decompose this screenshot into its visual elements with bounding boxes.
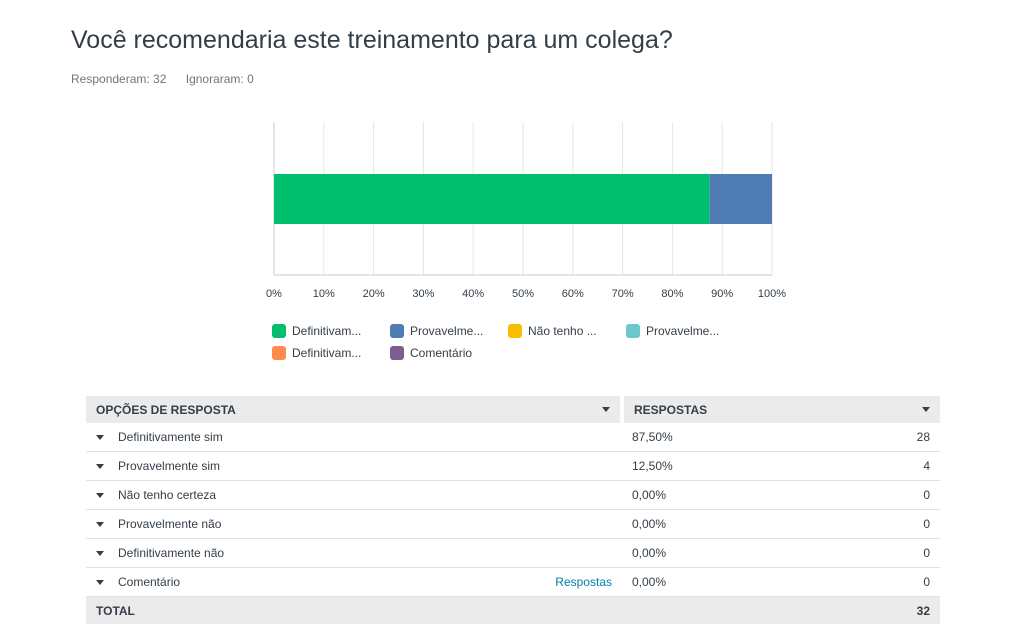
legend-item[interactable]: Definitivam... [272, 324, 390, 338]
x-tick-label: 50% [512, 288, 534, 300]
x-tick-label: 30% [412, 288, 434, 300]
option-cell: Comentário Respostas [86, 567, 622, 597]
responses-link[interactable]: Respostas [555, 575, 612, 589]
response-count: 28 [916, 430, 930, 444]
response-percent: 0,00% [632, 546, 667, 560]
option-label: Provavelmente sim [118, 459, 221, 473]
legend-swatch [508, 324, 522, 338]
bar-segment [274, 174, 710, 224]
option-cell: Definitivamente não [86, 538, 622, 568]
answered-count: Responderam: 32 [71, 72, 167, 86]
legend-item[interactable]: Provavelme... [390, 324, 508, 338]
response-cell: 0,00% 0 [622, 538, 940, 568]
table-row: Provavelmente não 0,00% 0 [86, 509, 940, 539]
total-count: 32 [916, 603, 930, 618]
response-cell: 0,00% 0 [622, 480, 940, 510]
x-tick-label: 40% [462, 288, 484, 300]
question-title: Você recomendaria este treinamento para … [71, 26, 673, 54]
total-label-cell: TOTAL [86, 596, 622, 624]
legend-item[interactable]: Não tenho ... [508, 324, 626, 338]
legend-label: Provavelme... [410, 324, 484, 338]
x-tick-label: 100% [758, 288, 786, 300]
x-tick-label: 10% [313, 288, 335, 300]
table-row: Provavelmente sim 12,50% 4 [86, 451, 940, 481]
response-cell: 12,50% 4 [622, 451, 940, 481]
response-count: 0 [923, 488, 930, 502]
legend-label: Provavelme... [646, 324, 720, 338]
legend-label: Definitivam... [292, 346, 362, 360]
bar-segment [709, 174, 772, 224]
response-count: 0 [923, 517, 930, 531]
x-tick-label: 80% [661, 288, 683, 300]
option-label: Não tenho certeza [118, 488, 217, 502]
sort-caret-icon[interactable] [602, 407, 610, 412]
response-percent: 12,50% [632, 459, 673, 473]
table-header-row: OPÇÕES DE RESPOSTA RESPOSTAS [86, 396, 940, 423]
response-count: 0 [923, 546, 930, 560]
legend-item[interactable]: Provavelme... [626, 324, 744, 338]
options-column-header[interactable]: OPÇÕES DE RESPOSTA [86, 396, 624, 423]
option-label: Definitivamente sim [118, 430, 223, 444]
sort-caret-icon[interactable] [922, 407, 930, 412]
legend-swatch [626, 324, 640, 338]
options-header-label: OPÇÕES DE RESPOSTA [96, 402, 236, 417]
legend-swatch [272, 346, 286, 360]
caret-down-icon[interactable] [96, 522, 104, 528]
option-label: Provavelmente não [118, 517, 222, 531]
response-percent: 0,00% [632, 488, 667, 502]
legend-swatch [272, 324, 286, 338]
x-tick-label: 70% [612, 288, 634, 300]
response-percent: 0,00% [632, 575, 667, 589]
total-count-cell: 32 [622, 596, 940, 624]
legend-row: Definitivam... Comentário [272, 342, 772, 364]
legend-label: Comentário [410, 346, 473, 360]
responses-header-label: RESPOSTAS [634, 402, 708, 417]
legend-swatch [390, 324, 404, 338]
caret-down-icon[interactable] [96, 580, 104, 586]
response-percent: 87,50% [632, 430, 673, 444]
response-cell: 0,00% 0 [622, 567, 940, 597]
response-percent: 0,00% [632, 517, 667, 531]
caret-down-icon[interactable] [96, 551, 104, 557]
x-tick-label: 20% [363, 288, 385, 300]
total-label: TOTAL [96, 603, 135, 618]
legend-swatch [390, 346, 404, 360]
skipped-count: Ignoraram: 0 [185, 72, 254, 86]
responses-column-header[interactable]: RESPOSTAS [622, 396, 940, 423]
option-cell: Não tenho certeza [86, 480, 622, 510]
caret-down-icon[interactable] [96, 493, 104, 499]
response-stats: Responderam: 32 Ignoraram: 0 [71, 72, 270, 86]
option-cell: Definitivamente sim [86, 423, 622, 452]
response-cell: 0,00% 0 [622, 509, 940, 539]
legend-item[interactable]: Comentário [390, 346, 508, 360]
legend-label: Definitivam... [292, 324, 362, 338]
option-label: Definitivamente não [118, 546, 225, 560]
legend-label: Não tenho ... [528, 324, 597, 338]
response-count: 4 [923, 459, 930, 473]
x-tick-label: 90% [711, 288, 733, 300]
caret-down-icon[interactable] [96, 435, 104, 441]
chart-legend: Definitivam... Provavelme... Não tenho .… [272, 320, 772, 364]
table-row: Definitivamente sim 87,50% 28 [86, 423, 940, 452]
table-row: Comentário Respostas 0,00% 0 [86, 567, 940, 597]
x-tick-label: 60% [562, 288, 584, 300]
response-count: 0 [923, 575, 930, 589]
responses-table: OPÇÕES DE RESPOSTA RESPOSTAS Definitivam… [86, 396, 940, 624]
stacked-bar-chart: 0% 10% 20% 30% 40% 50% 60% 70% 80% 90% 100% [266, 122, 786, 300]
total-row: TOTAL 32 [86, 596, 940, 624]
legend-item[interactable]: Definitivam... [272, 346, 390, 360]
table-row: Definitivamente não 0,00% 0 [86, 538, 940, 568]
legend-row: Definitivam... Provavelme... Não tenho .… [272, 320, 772, 342]
x-tick-label: 0% [266, 288, 282, 300]
caret-down-icon[interactable] [96, 464, 104, 470]
response-cell: 87,50% 28 [622, 423, 940, 452]
option-cell: Provavelmente não [86, 509, 622, 539]
table-row: Não tenho certeza 0,00% 0 [86, 480, 940, 510]
option-cell: Provavelmente sim [86, 451, 622, 481]
option-label: Comentário [118, 575, 181, 589]
